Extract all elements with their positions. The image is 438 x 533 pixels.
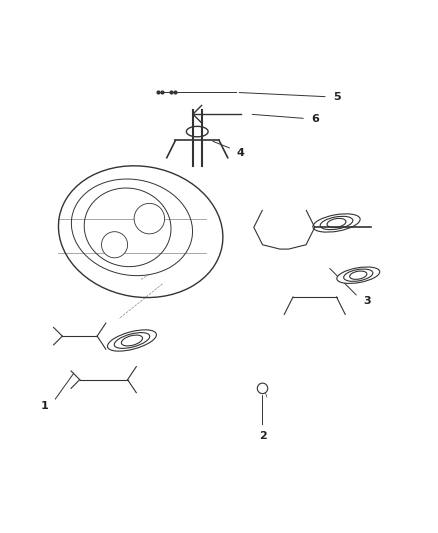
Ellipse shape (344, 269, 373, 281)
Text: 3: 3 (363, 296, 371, 306)
Ellipse shape (71, 179, 193, 276)
Text: 5: 5 (333, 92, 340, 102)
Ellipse shape (350, 271, 367, 279)
Ellipse shape (257, 383, 268, 393)
Ellipse shape (320, 216, 353, 230)
Ellipse shape (58, 166, 223, 297)
Ellipse shape (84, 188, 171, 266)
Ellipse shape (313, 214, 360, 232)
Text: 6: 6 (311, 114, 319, 124)
Ellipse shape (121, 335, 142, 346)
Ellipse shape (337, 267, 380, 284)
Text: 4: 4 (237, 148, 245, 158)
Ellipse shape (114, 333, 150, 349)
Text: 1: 1 (41, 401, 49, 411)
Ellipse shape (107, 330, 156, 351)
Ellipse shape (102, 232, 127, 258)
Text: 2: 2 (259, 431, 266, 441)
Ellipse shape (134, 204, 165, 234)
Ellipse shape (186, 126, 208, 137)
Ellipse shape (327, 219, 346, 228)
